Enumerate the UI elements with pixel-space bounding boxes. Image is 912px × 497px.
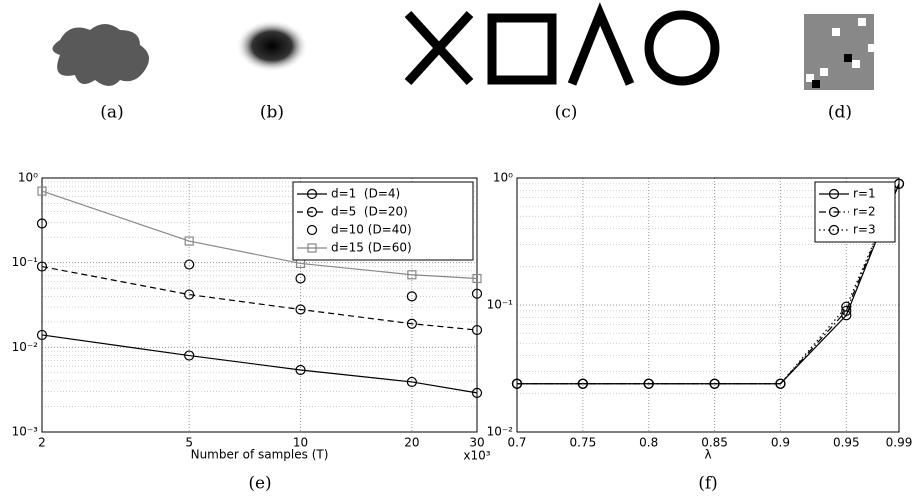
marker xyxy=(577,378,588,389)
image-c xyxy=(404,2,720,86)
panel-caption: (a) xyxy=(100,103,123,123)
marker xyxy=(306,224,318,236)
panel-caption: (b) xyxy=(260,103,284,123)
marker xyxy=(184,259,195,270)
marker xyxy=(295,273,306,284)
x-tick-label: 0.8 xyxy=(639,436,658,450)
legend: r=1 r=2 r=3 xyxy=(814,181,896,243)
marker xyxy=(406,376,417,388)
x-tick-label: 5 xyxy=(185,436,193,450)
marker xyxy=(406,318,417,329)
legend-box xyxy=(292,181,474,261)
legend-label: r=1 xyxy=(853,187,876,201)
x-tick-label: 0.7 xyxy=(507,436,526,450)
legend-label: d=15 (D=60) xyxy=(331,241,412,255)
legend-box xyxy=(814,181,896,243)
plot-frame xyxy=(516,177,900,433)
x-tick-label: 2 xyxy=(38,436,46,450)
marker xyxy=(306,206,318,218)
x-tick-label: 0.75 xyxy=(570,436,597,450)
series-line xyxy=(41,334,478,394)
y-tick-label: 10⁻² xyxy=(487,425,514,439)
x-tick-label: 0.99 xyxy=(886,436,912,450)
y-tick-label: 10⁰ xyxy=(18,171,38,185)
x-tick-label: 20 xyxy=(404,436,419,450)
series-line xyxy=(41,265,478,331)
panel-caption: (c) xyxy=(555,103,578,123)
marker xyxy=(406,291,417,302)
plot-frame xyxy=(41,177,478,433)
marker xyxy=(407,270,417,280)
marker xyxy=(471,288,483,299)
x-tick-label: 10 xyxy=(293,436,308,450)
marker xyxy=(471,324,483,336)
marker xyxy=(511,378,523,389)
series-line xyxy=(517,183,900,385)
x-tick-label: 30 xyxy=(469,436,484,450)
y-tick-label: 10⁻¹ xyxy=(12,255,39,269)
y-tick-label: 10⁰ xyxy=(493,171,513,185)
marker xyxy=(828,188,840,200)
x-tick-label: 0.9 xyxy=(771,436,790,450)
x-multiplier: x10³ xyxy=(463,449,490,463)
x-axis-label: λ xyxy=(704,448,711,462)
x-axis-label: Number of samples (T) xyxy=(191,448,329,462)
marker xyxy=(828,224,840,236)
series-line xyxy=(41,190,478,280)
marker xyxy=(643,378,654,389)
legend-label: d=10 (D=40) xyxy=(331,223,412,237)
marker xyxy=(307,243,317,253)
marker xyxy=(472,273,482,284)
marker xyxy=(184,236,194,246)
marker xyxy=(841,301,852,312)
chart-caption: (f) xyxy=(698,474,718,494)
y-tick-label: 10⁻¹ xyxy=(487,298,514,312)
y-tick-label: 10⁻³ xyxy=(12,425,39,439)
legend: d=1 (D=4) d=5 (D=20) d=10 (D=40) d=15 (D=60… xyxy=(292,181,474,261)
marker xyxy=(36,261,48,272)
marker xyxy=(37,186,47,196)
legend-label: r=3 xyxy=(853,223,876,237)
marker xyxy=(306,188,318,200)
marker xyxy=(295,364,306,376)
marker xyxy=(828,206,840,218)
image-b xyxy=(236,20,308,72)
marker xyxy=(184,289,195,300)
chart-caption: (e) xyxy=(248,474,271,494)
marker xyxy=(36,329,48,341)
x-tick-label: 0.95 xyxy=(833,436,860,450)
marker xyxy=(184,350,195,361)
panel-caption: (d) xyxy=(828,103,852,123)
image-d xyxy=(804,14,874,90)
marker xyxy=(36,218,48,229)
image-a xyxy=(52,24,149,86)
marker xyxy=(471,387,483,398)
legend-label: r=2 xyxy=(853,205,876,219)
marker xyxy=(775,378,786,389)
legend-label: d=1 (D=4) xyxy=(331,187,400,201)
y-tick-label: 10⁻² xyxy=(12,340,39,354)
x-tick-label: 0.85 xyxy=(701,436,728,450)
marker xyxy=(709,378,720,389)
legend-label: d=5 (D=20) xyxy=(331,205,408,219)
marker xyxy=(295,304,306,315)
